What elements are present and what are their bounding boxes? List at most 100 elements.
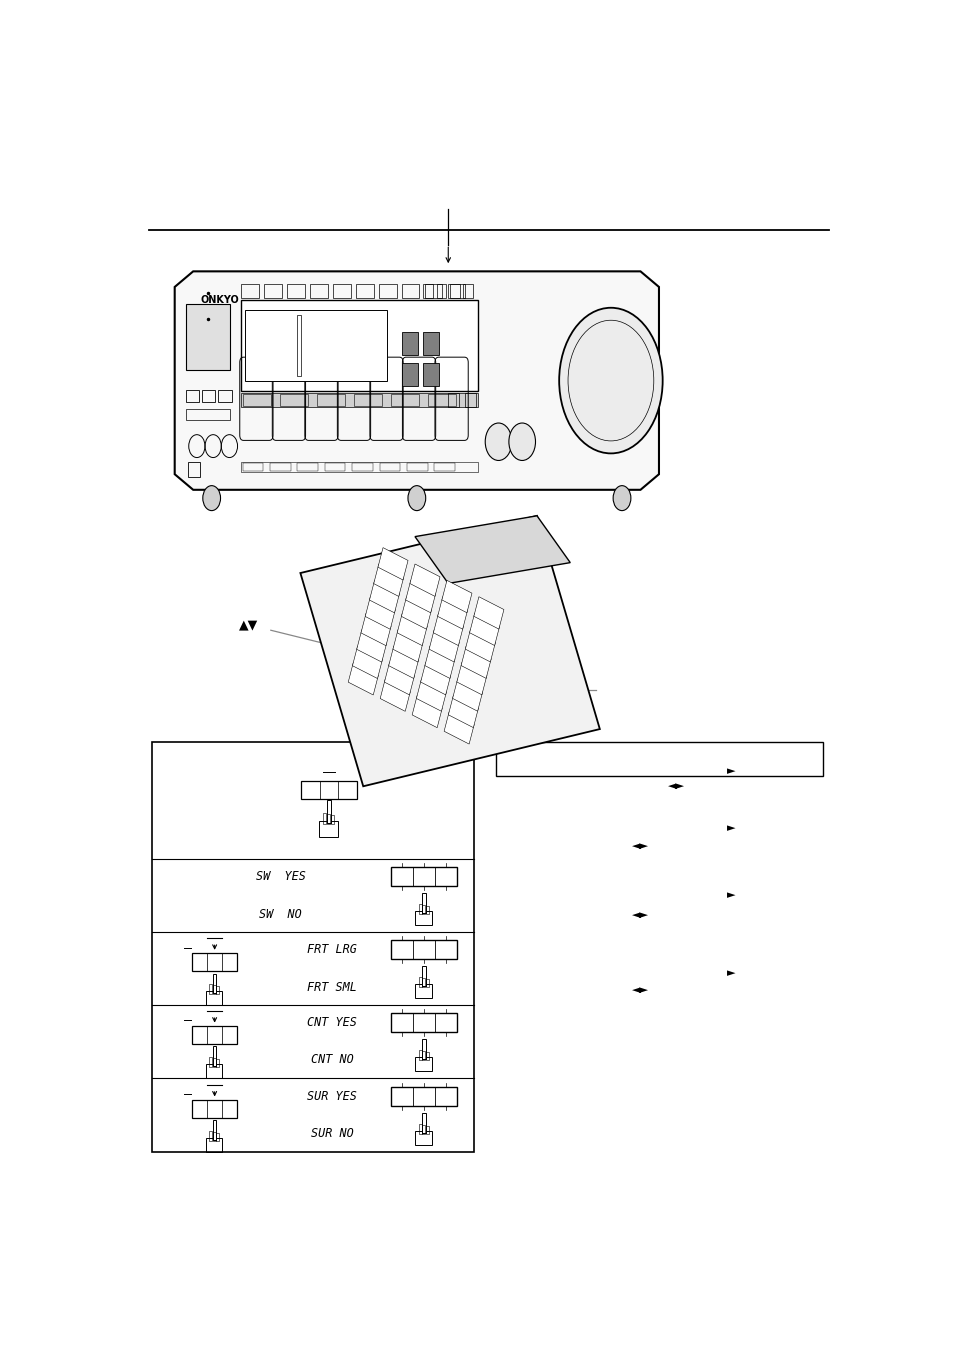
Bar (310, 284, 328, 297)
Polygon shape (377, 547, 408, 580)
Circle shape (408, 485, 425, 511)
Text: CNT NO: CNT NO (311, 1054, 354, 1066)
Bar (448, 393, 459, 407)
Polygon shape (410, 563, 439, 596)
Bar (152, 742, 474, 1152)
Bar (218, 390, 232, 403)
Bar (324, 463, 345, 471)
Bar (264, 284, 282, 297)
Text: FRT SML: FRT SML (307, 981, 356, 993)
Bar (391, 940, 457, 959)
Text: ◄►: ◄► (631, 985, 648, 996)
Polygon shape (448, 696, 478, 728)
Bar (352, 463, 373, 471)
Bar (422, 363, 438, 386)
Polygon shape (412, 696, 442, 728)
Polygon shape (174, 272, 659, 490)
Circle shape (485, 423, 512, 461)
Bar (434, 463, 455, 471)
Polygon shape (441, 581, 472, 613)
Polygon shape (429, 630, 458, 662)
Circle shape (508, 423, 535, 461)
Polygon shape (393, 630, 422, 662)
Bar (242, 463, 263, 471)
Polygon shape (360, 613, 391, 646)
Polygon shape (356, 630, 386, 662)
Polygon shape (465, 630, 495, 662)
Bar (423, 284, 433, 297)
Polygon shape (469, 613, 499, 646)
Text: ►: ► (726, 766, 735, 775)
Bar (464, 393, 476, 407)
Bar (186, 409, 230, 420)
Text: ◄►: ◄► (631, 911, 648, 920)
Bar (379, 463, 399, 471)
Bar (242, 394, 271, 405)
Bar (450, 284, 459, 297)
Polygon shape (405, 581, 436, 613)
Bar (391, 1088, 457, 1105)
Bar (287, 284, 305, 297)
Text: SW  NO: SW NO (259, 908, 302, 921)
Polygon shape (424, 646, 455, 678)
Bar (402, 332, 418, 355)
Polygon shape (374, 565, 403, 596)
Polygon shape (300, 516, 599, 786)
Bar (297, 463, 317, 471)
Text: ONKYO: ONKYO (200, 296, 239, 305)
Bar (241, 300, 477, 392)
Polygon shape (380, 680, 410, 712)
Text: SUR YES: SUR YES (307, 1090, 356, 1102)
Polygon shape (369, 581, 399, 613)
Bar (391, 1013, 457, 1032)
Polygon shape (420, 662, 450, 694)
Text: ▲▼: ▲▼ (239, 619, 258, 631)
Text: ►: ► (726, 890, 735, 901)
Polygon shape (460, 646, 491, 678)
Bar (186, 390, 199, 403)
Polygon shape (415, 516, 570, 584)
Bar (427, 394, 456, 405)
Bar (296, 315, 300, 376)
Bar (193, 1025, 236, 1044)
Bar (193, 954, 236, 971)
Polygon shape (365, 597, 395, 630)
Polygon shape (416, 680, 446, 711)
Text: CNT YES: CNT YES (307, 1016, 356, 1029)
Bar (463, 284, 473, 297)
Bar (186, 304, 230, 370)
Polygon shape (352, 646, 382, 678)
Bar (279, 394, 308, 405)
Text: FRT LRG: FRT LRG (307, 943, 356, 957)
Bar (390, 394, 418, 405)
Bar (436, 284, 446, 297)
Bar (241, 284, 258, 297)
Bar (355, 284, 374, 297)
Bar (245, 311, 387, 381)
Circle shape (613, 485, 630, 511)
Bar (202, 390, 215, 403)
Polygon shape (474, 597, 503, 630)
Bar (193, 1100, 236, 1117)
Bar (316, 394, 344, 405)
Bar (424, 284, 442, 297)
Bar (333, 284, 351, 297)
Text: ◄►: ◄► (631, 842, 648, 851)
Bar (447, 284, 465, 297)
Bar (422, 332, 438, 355)
Bar (378, 284, 396, 297)
Polygon shape (396, 613, 427, 646)
Bar (496, 742, 822, 775)
Polygon shape (452, 678, 482, 711)
Bar (391, 867, 457, 886)
Bar (406, 463, 427, 471)
Text: ►: ► (726, 823, 735, 834)
Circle shape (558, 308, 662, 454)
Bar (301, 781, 356, 800)
Bar (402, 363, 418, 386)
Text: SUR NO: SUR NO (311, 1127, 354, 1140)
Text: SW  YES: SW YES (255, 870, 305, 884)
Text: ►: ► (726, 969, 735, 978)
Circle shape (203, 485, 220, 511)
Polygon shape (456, 662, 486, 694)
